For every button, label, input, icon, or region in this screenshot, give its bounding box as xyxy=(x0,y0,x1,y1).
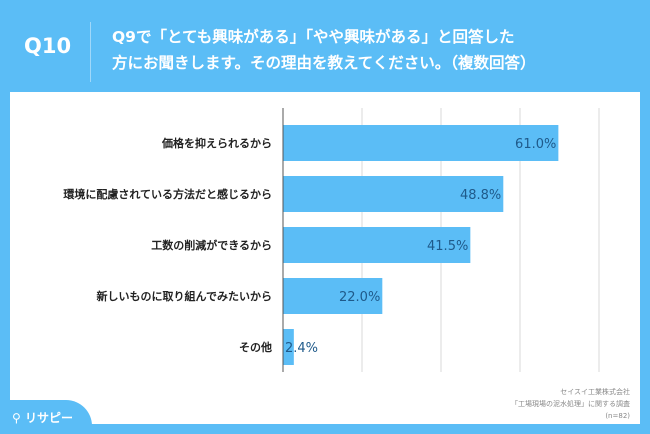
note-sample: (n=82) xyxy=(605,412,630,420)
bar xyxy=(283,125,559,161)
question-line-2: 方にお聞きします。その理由を教えてください。（複数回答） xyxy=(112,54,536,72)
logo: ⚲ リサピー xyxy=(0,400,92,434)
value-label: 41.5% xyxy=(427,239,468,254)
question-line-1: Q9で「とても興味がある」「やや興味がある」と回答した xyxy=(112,28,515,46)
question-number: Q10 xyxy=(24,34,72,58)
category-label: 工数の削減ができるから xyxy=(151,238,272,252)
bar xyxy=(283,227,471,263)
bar xyxy=(283,176,504,212)
logo-text: ⚲ リサピー xyxy=(12,411,73,425)
note-survey: 「工場現場の泥水処理」に関する調査 xyxy=(511,400,630,408)
category-label: 新しいものに取り組んでみたいから xyxy=(97,289,272,303)
value-label: 22.0% xyxy=(339,290,380,305)
value-label: 61.0% xyxy=(515,137,556,152)
question-text: Q9で「とても興味がある」「やや興味がある」と回答した 方にお聞きします。その理… xyxy=(112,24,535,76)
note-company: セイスイ工業株式会社 xyxy=(560,388,630,396)
bar xyxy=(283,278,383,314)
category-label: 環境に配慮されている方法だと感じるから xyxy=(63,187,272,201)
source-note: セイスイ工業株式会社 「工場現場の泥水処理」に関する調査 (n=82) xyxy=(511,386,630,422)
category-label: 価格を抑えられるから xyxy=(161,136,272,150)
value-label: 48.8% xyxy=(460,188,501,203)
value-label: 2.4% xyxy=(285,341,318,356)
category-label: その他 xyxy=(239,340,272,354)
header-divider xyxy=(90,22,91,82)
bar xyxy=(283,329,294,365)
